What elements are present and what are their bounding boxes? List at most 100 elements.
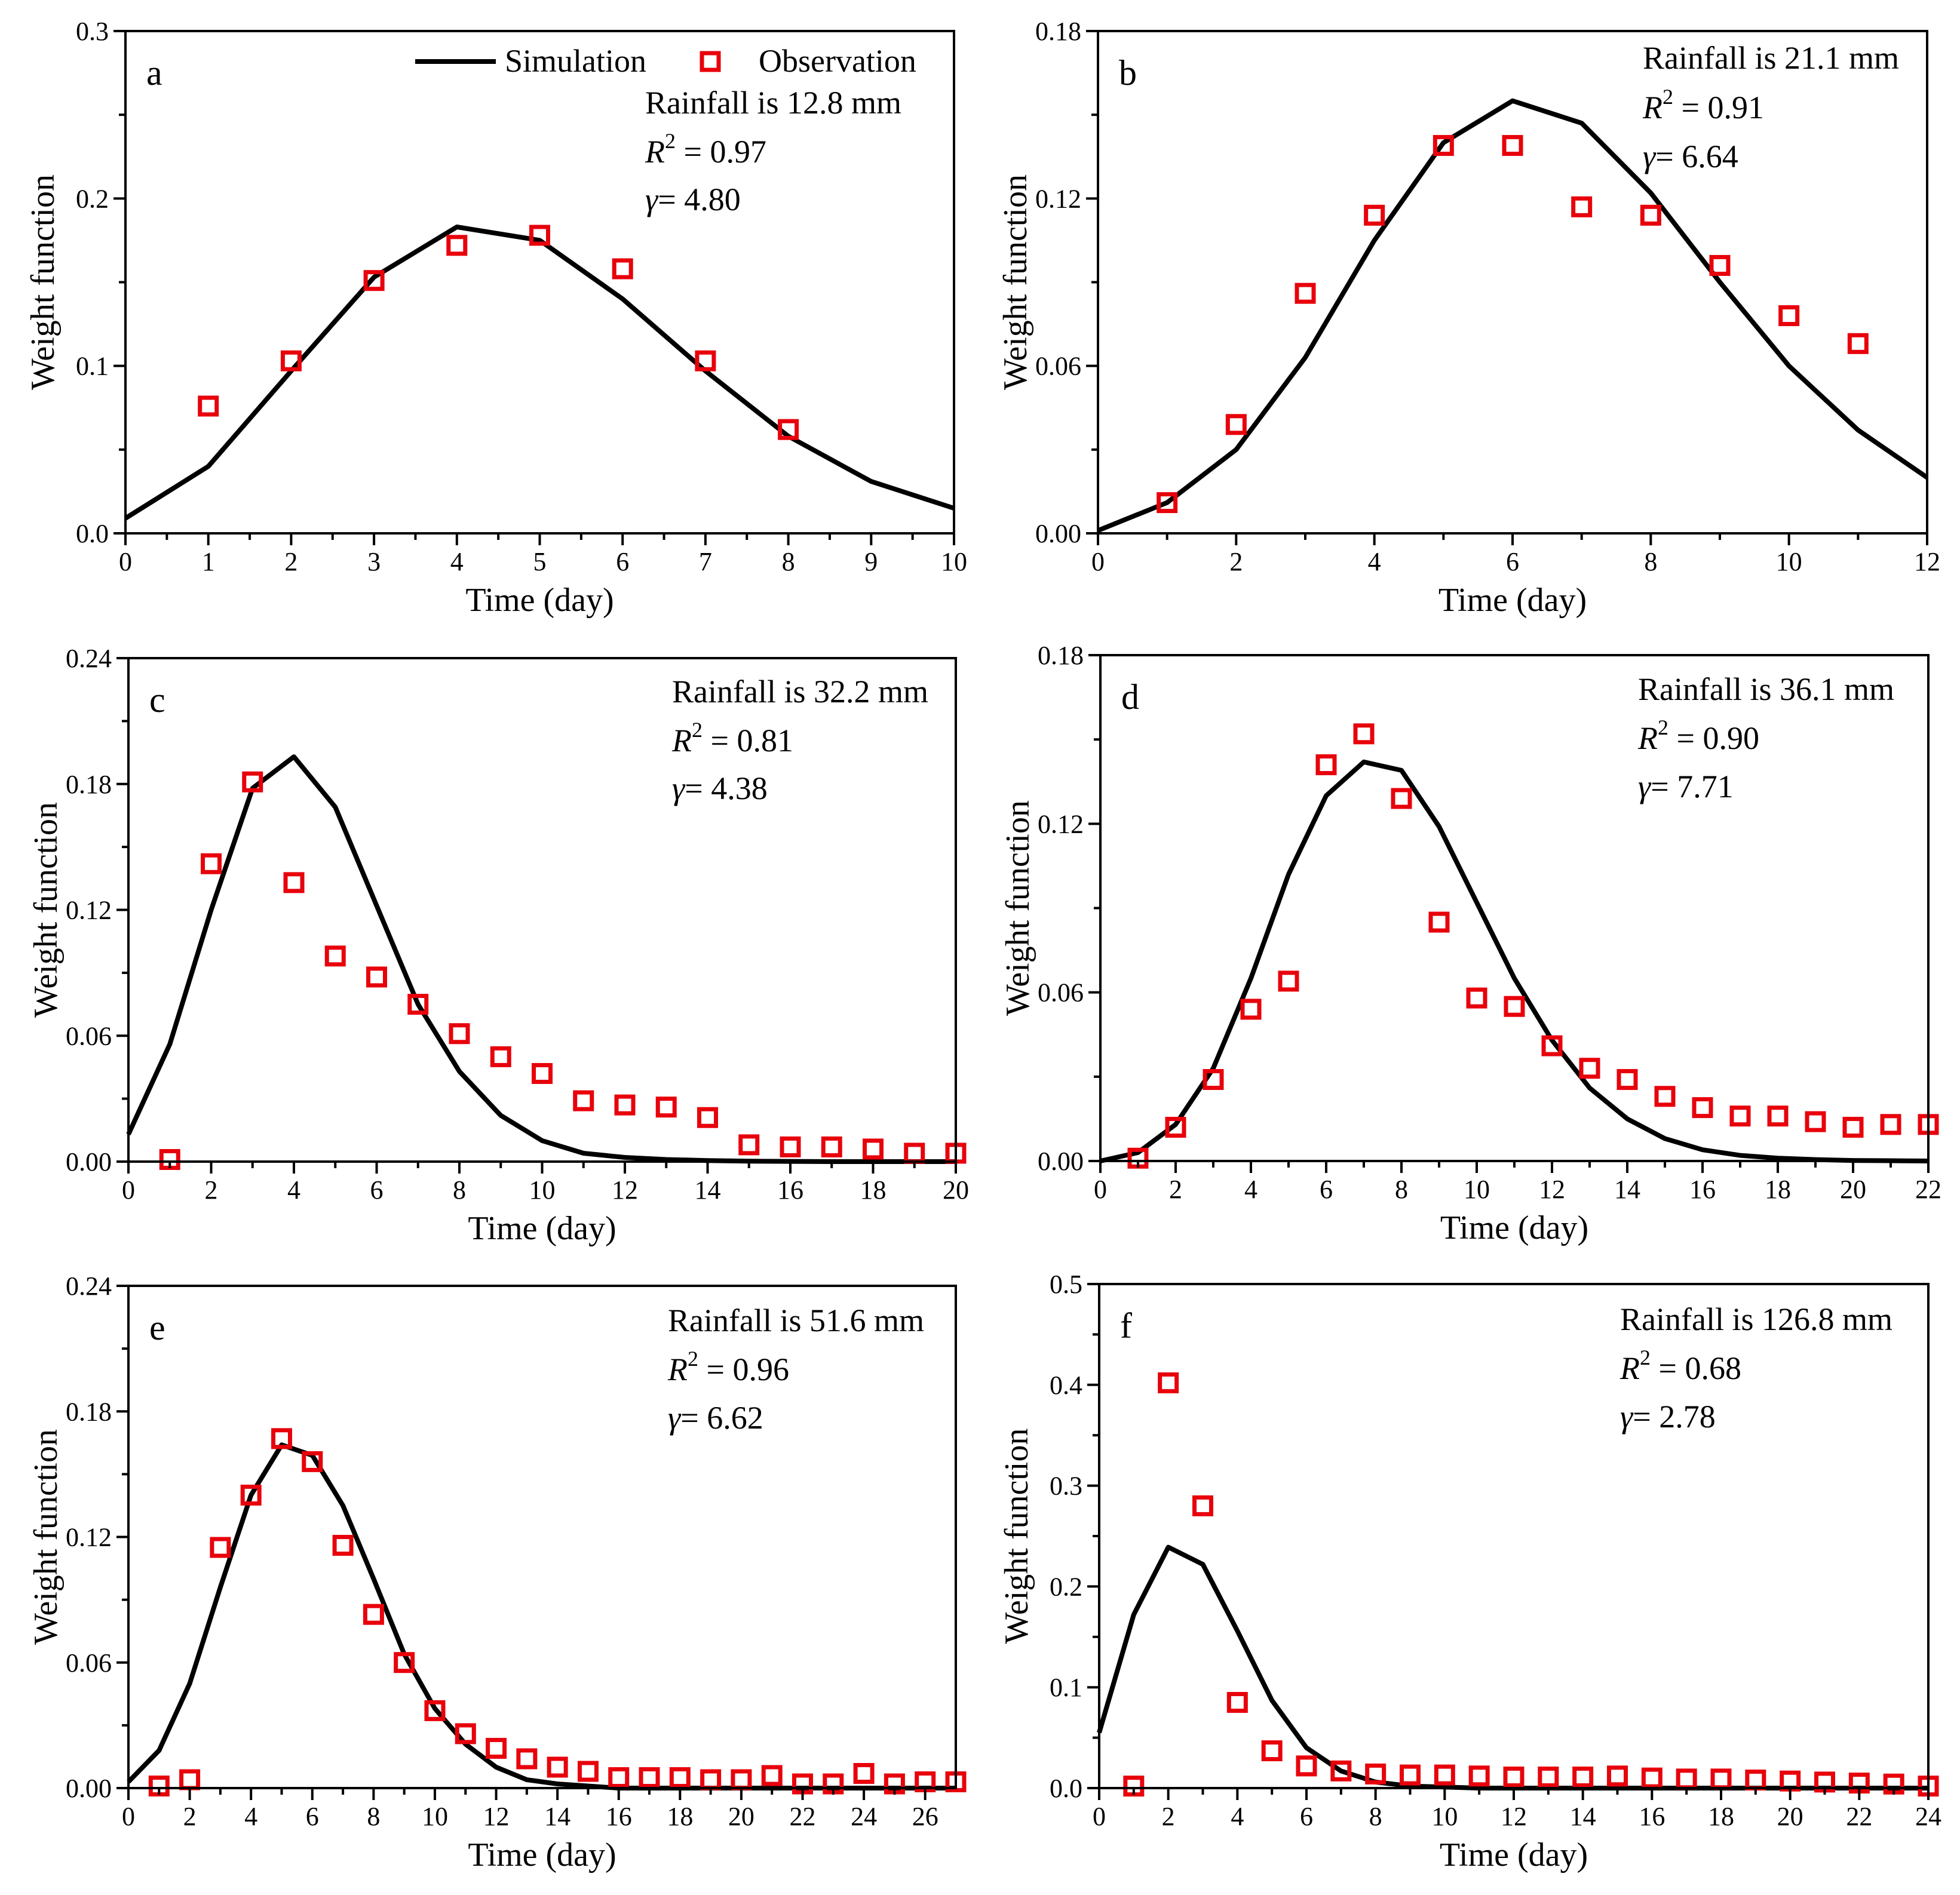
r2-equals: = — [676, 134, 710, 170]
y-tick-label: 0.06 — [66, 1021, 112, 1051]
observation-point — [1364, 204, 1385, 226]
gamma-symbol: γ — [645, 182, 659, 217]
observation-point — [1261, 1740, 1283, 1762]
r2-annotation: R2 = 0.97 — [645, 129, 766, 170]
observation-point — [1157, 492, 1178, 514]
rainfall-annotation: Rainfall is 32.2 mm — [672, 674, 928, 710]
x-tick-label: 4 — [1368, 547, 1381, 576]
panel-letter: c — [149, 680, 165, 720]
gamma-value: 6.62 — [707, 1400, 763, 1436]
y-tick-label: 0.00 — [66, 1147, 112, 1177]
observation-point — [179, 1769, 201, 1790]
x-tick-label: 3 — [367, 547, 381, 576]
x-tick-label: 2 — [183, 1802, 197, 1831]
x-tick-label: 10 — [1431, 1802, 1458, 1831]
x-tick-label: 8 — [453, 1175, 466, 1205]
x-axis-title: Time (day) — [468, 1210, 616, 1247]
observation-point — [1729, 1105, 1751, 1127]
gamma-symbol: γ — [668, 1400, 682, 1436]
simulation-line — [1097, 1544, 1928, 1790]
y-tick-label: 0.00 — [1035, 519, 1081, 548]
x-tick-label: 9 — [864, 547, 878, 576]
y-tick-label: 0.18 — [66, 770, 112, 799]
observation-point — [655, 1097, 677, 1118]
simulation-line — [1100, 759, 1929, 1163]
observation-point — [1353, 723, 1375, 745]
observation-point — [697, 1107, 718, 1128]
chart-panel-b: 0 2 4 6 8 10 12 0.00 0.06 0.12 0.18 Time (day) Weigh… — [997, 17, 1940, 619]
y-tick-label: 0.18 — [1035, 17, 1081, 46]
rainfall-annotation: Rainfall is 126.8 mm — [1620, 1301, 1892, 1337]
y-tick-label: 0.12 — [66, 1523, 112, 1552]
x-tick-label: 5 — [533, 547, 547, 576]
observation-point — [1428, 911, 1450, 933]
observation-point — [198, 395, 219, 417]
x-axis-title: Time (day) — [1438, 582, 1587, 619]
chart-panel-f: 0 2 4 6 8 10 12 14 16 18 20 22 240.00.10.20.30.40.5T… — [998, 1270, 1941, 1873]
y-tick-label: 0.06 — [1035, 352, 1081, 381]
observation-point — [1503, 1766, 1525, 1787]
y-tick-label: 0.3 — [76, 17, 109, 46]
observation-point — [449, 1023, 470, 1045]
observation-point — [1607, 1765, 1628, 1787]
x-tick-label: 4 — [1244, 1175, 1257, 1204]
observation-point — [1767, 1105, 1789, 1127]
x-tick-label: 12 — [612, 1175, 638, 1205]
gamma-symbol: γ — [1638, 769, 1652, 804]
y-tick-label: 0.1 — [76, 352, 109, 381]
r2-symbol: R — [1637, 720, 1658, 756]
y-axis-title: Weight function — [27, 802, 65, 1018]
x-tick-label: 10 — [422, 1802, 448, 1831]
observation-point — [332, 1535, 354, 1556]
x-tick-label: 4 — [1231, 1802, 1244, 1831]
observation-point — [363, 270, 385, 291]
gamma-value: 6.64 — [1682, 139, 1738, 174]
observation-point — [1315, 754, 1337, 776]
x-tick-label: 8 — [1395, 1175, 1408, 1204]
y-tick-label: 0.12 — [1035, 184, 1081, 213]
x-axis-title: Time (day) — [1440, 1836, 1588, 1873]
gamma-symbol: γ — [672, 770, 686, 806]
observation-point — [1434, 1764, 1455, 1786]
r2-value: 0.97 — [710, 134, 766, 170]
simulation-line — [124, 225, 955, 521]
r2-symbol: R — [667, 1352, 688, 1387]
x-tick-label: 16 — [1639, 1802, 1665, 1831]
gamma-equals: = — [1655, 139, 1682, 174]
x-tick-label: 18 — [1765, 1175, 1791, 1204]
y-axis-title: Weight function — [999, 800, 1036, 1016]
x-tick-label: 12 — [1539, 1175, 1565, 1204]
x-tick-label: 12 — [1501, 1802, 1527, 1831]
x-tick-label: 4 — [287, 1175, 300, 1205]
r2-symbol: R — [671, 723, 692, 758]
observation-point — [1676, 1768, 1697, 1790]
observation-point — [1365, 1763, 1387, 1785]
panel-letter: b — [1119, 53, 1137, 93]
simulation-line — [127, 1442, 956, 1790]
rainfall-annotation: Rainfall is 12.8 mm — [645, 85, 901, 121]
r2-symbol: R — [1619, 1350, 1640, 1386]
y-tick-label: 0.0 — [76, 519, 109, 548]
rainfall-annotation: Rainfall is 36.1 mm — [1638, 671, 1894, 707]
r2-equals: = — [1668, 720, 1703, 756]
y-tick-label: 0.5 — [1050, 1270, 1082, 1299]
observation-point — [446, 235, 468, 256]
observation-point — [738, 1134, 760, 1156]
x-tick-label: 16 — [606, 1802, 632, 1831]
gamma-value: 2.78 — [1659, 1399, 1716, 1435]
x-tick-label: 2 — [1169, 1175, 1182, 1204]
x-tick-label: 0 — [122, 1802, 135, 1831]
r2-equals: = — [1651, 1350, 1685, 1386]
x-tick-label: 16 — [777, 1175, 803, 1205]
observation-point — [1468, 1765, 1490, 1787]
x-tick-label: 4 — [244, 1802, 257, 1831]
observation-point — [1226, 1692, 1248, 1713]
observation-point — [324, 945, 346, 967]
observation-point — [1203, 1069, 1224, 1091]
r2-annotation: R2 = 0.91 — [1642, 85, 1764, 125]
y-tick-label: 0.06 — [66, 1648, 112, 1678]
simulation-line — [1097, 98, 1929, 533]
legend-observation-label: Observation — [759, 43, 916, 79]
observation-point — [280, 350, 302, 371]
x-tick-label: 2 — [205, 1175, 218, 1205]
